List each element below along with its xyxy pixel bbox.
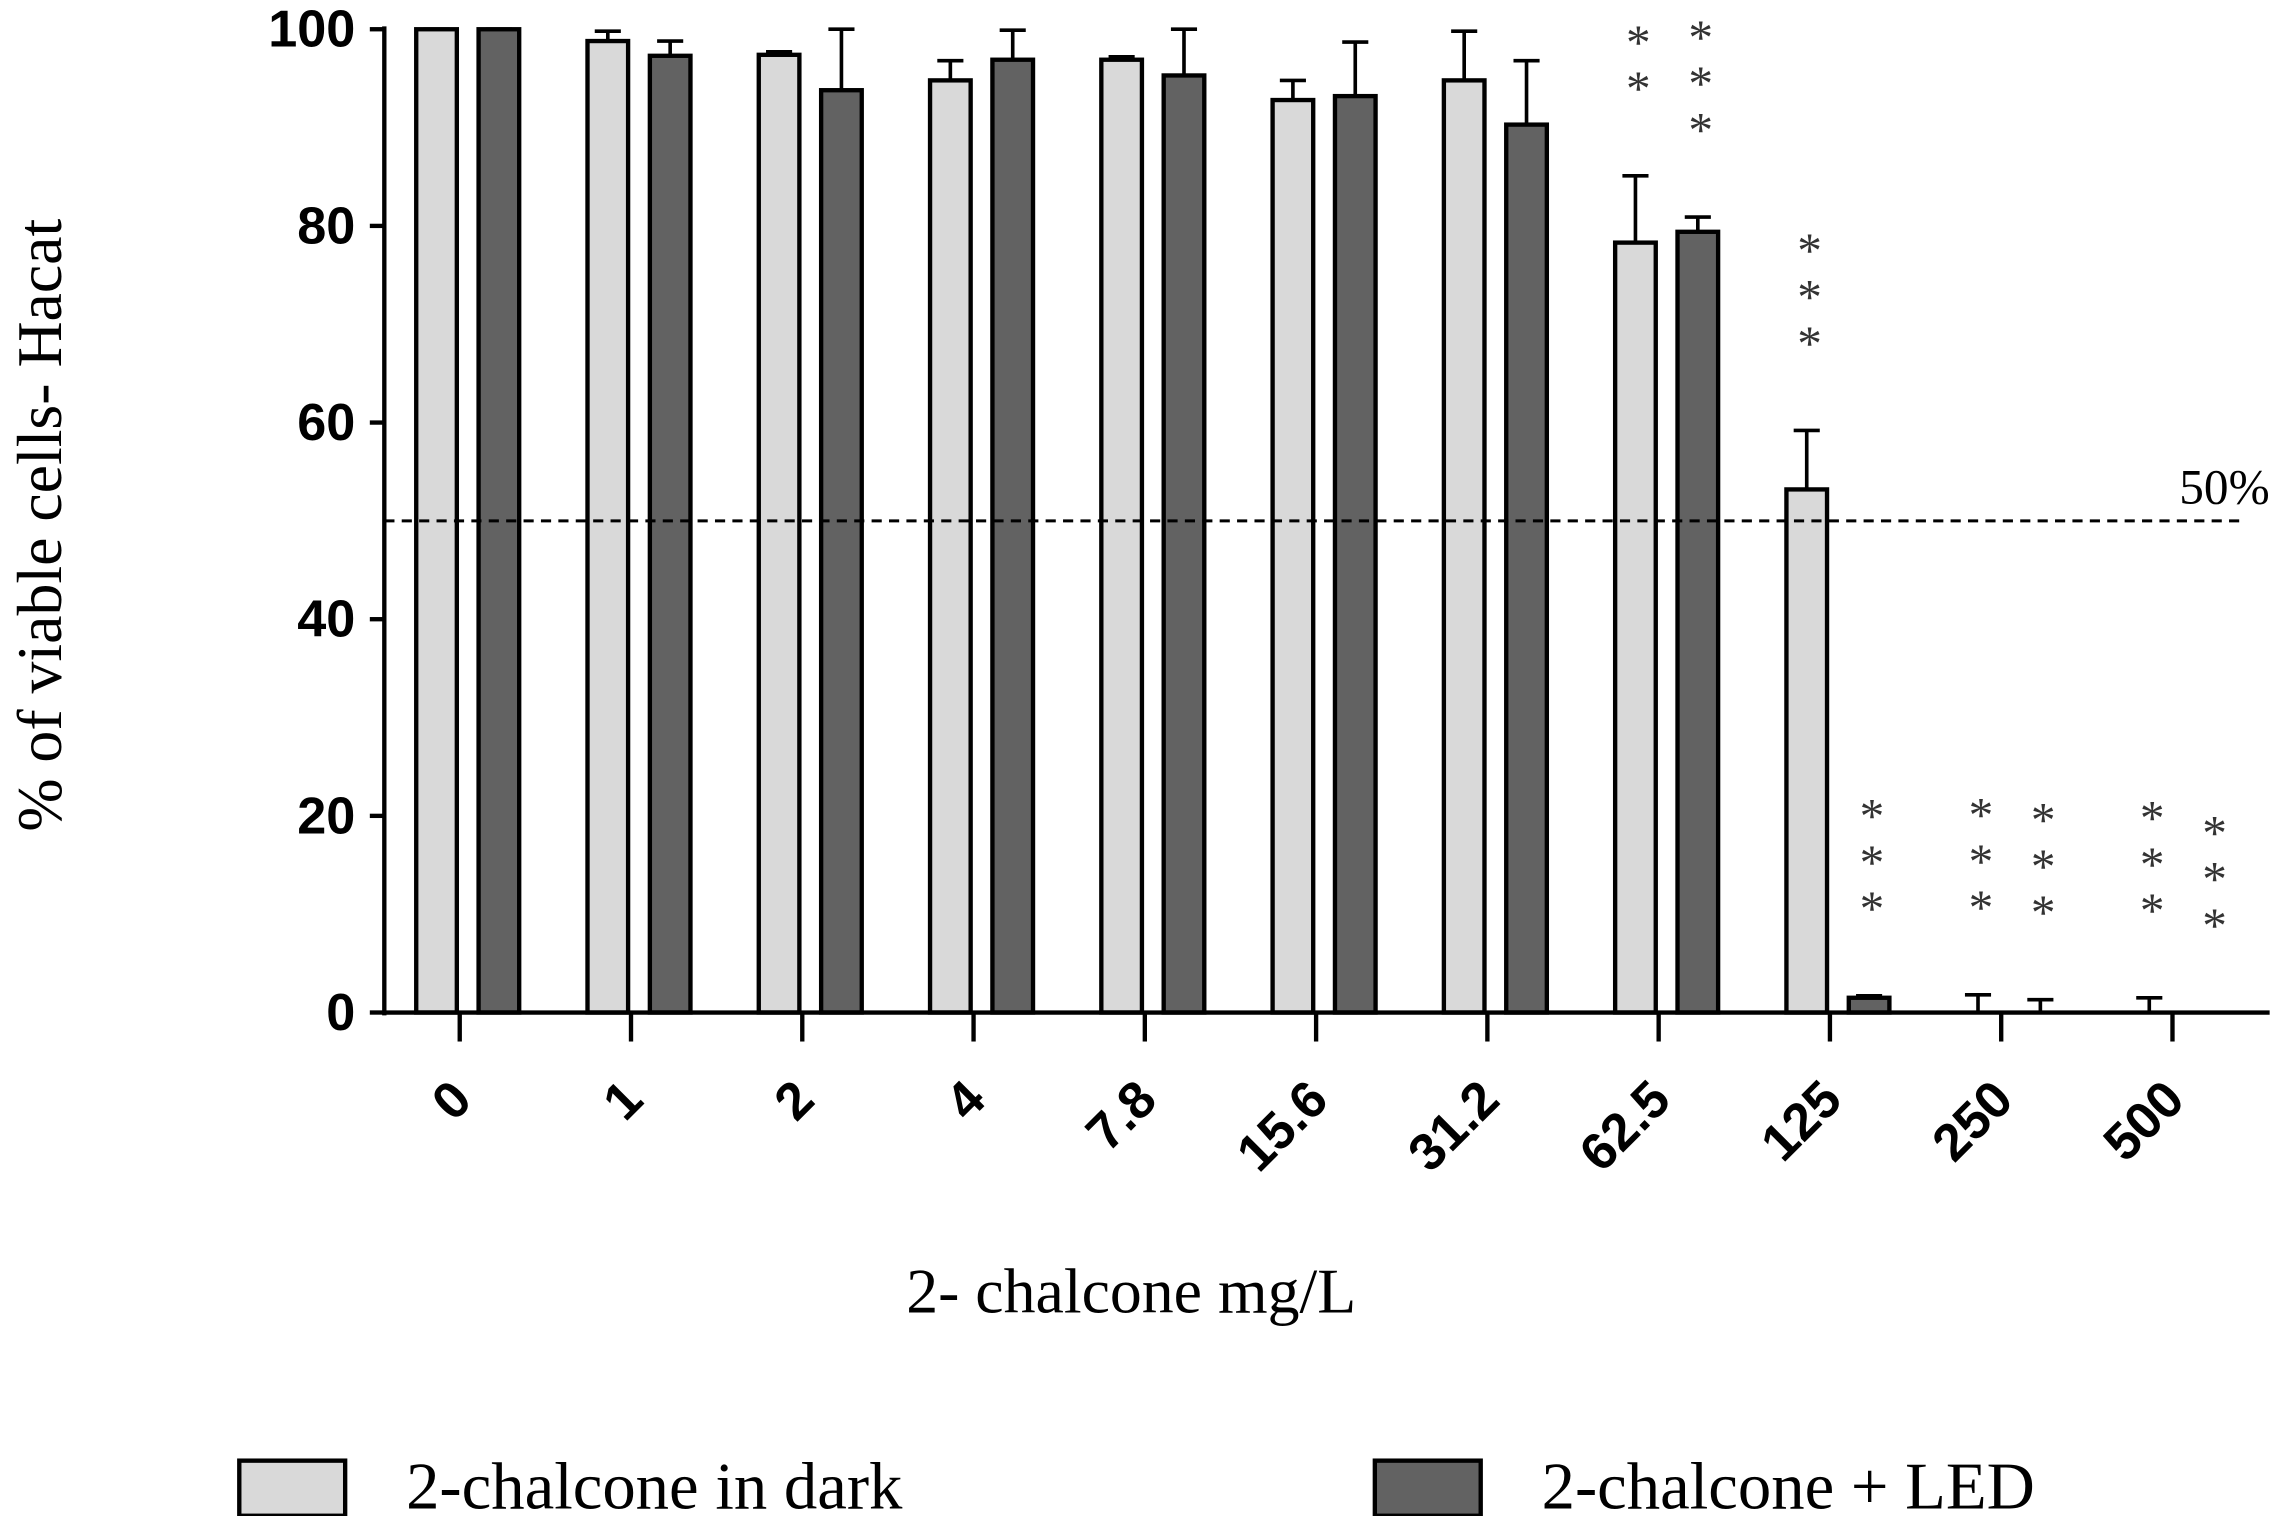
error-bar: [1451, 29, 1478, 81]
bar: [1332, 93, 1378, 1015]
significance-label: ***: [1782, 223, 1837, 362]
significance-label: ***: [1673, 10, 1728, 149]
bar: [1675, 229, 1721, 1015]
significance-label: ***: [1953, 788, 2008, 927]
x-tick-label: 500: [2093, 1070, 2196, 1173]
legend-swatch: [237, 1458, 348, 1516]
x-tick-label: 2: [764, 1070, 826, 1132]
bar: [1099, 57, 1145, 1015]
reference-label: 50%: [2179, 459, 2269, 514]
bar: [1846, 995, 1892, 1015]
y-tick-label: 40: [297, 591, 355, 649]
bar: [1504, 122, 1550, 1015]
error-bar: [1279, 78, 1306, 101]
y-axis-title: % of viable cells- Hacat: [4, 219, 75, 832]
x-tick-label: 7.8: [1075, 1070, 1167, 1162]
y-tick-label: 20: [297, 787, 355, 845]
x-tick-label: 15.6: [1226, 1070, 1339, 1183]
bar: [927, 78, 973, 1015]
bar: [818, 88, 864, 1015]
significance-label: ***: [2187, 805, 2242, 944]
legend-label: 2-chalcone + LED: [1542, 1451, 2035, 1516]
error-bar: [1684, 215, 1711, 232]
x-tick-label: 125: [1750, 1070, 1853, 1173]
error-bar: [999, 28, 1026, 60]
legend-swatch: [1372, 1458, 1483, 1516]
y-tick-label: 100: [268, 1, 355, 59]
bar: [1612, 240, 1658, 1015]
error-bar: [1793, 428, 1820, 490]
x-tick-label: 1: [592, 1070, 654, 1132]
error-bar: [1342, 40, 1369, 97]
error-bar: [1622, 173, 1649, 243]
error-bar: [2136, 995, 2163, 1013]
x-axis-title: 2- chalcone mg/L: [906, 1256, 1356, 1327]
error-bar: [657, 39, 684, 56]
legend-label: 2-chalcone in dark: [406, 1451, 903, 1516]
significance-label: ***: [1611, 0, 1666, 107]
bar: [1784, 487, 1830, 1015]
bar: [990, 57, 1036, 1015]
y-tick-label: 80: [297, 197, 355, 255]
significance-label: ***: [2016, 793, 2071, 932]
bar: [585, 38, 631, 1015]
error-bar: [937, 58, 964, 81]
x-tick-label: 4: [935, 1070, 997, 1132]
significance-label: ***: [2125, 791, 2180, 930]
error-bar: [1964, 993, 1992, 1013]
bar: [1441, 78, 1487, 1015]
y-tick-label: 60: [297, 394, 355, 452]
y-tick-label: 0: [326, 984, 355, 1042]
error-bar: [1513, 58, 1540, 125]
x-tick-label: 0: [421, 1070, 483, 1132]
bar: [756, 52, 802, 1015]
error-bar: [1170, 27, 1198, 76]
bar: [1161, 73, 1207, 1015]
bar: [647, 53, 693, 1015]
x-tick-label: 250: [1922, 1070, 2025, 1173]
x-tick-label: 31.2: [1398, 1070, 1511, 1183]
bar: [1270, 97, 1316, 1015]
x-tick-label: 62.5: [1569, 1070, 1682, 1183]
error-bar: [828, 27, 855, 91]
significance-label: ***: [1844, 789, 1899, 928]
